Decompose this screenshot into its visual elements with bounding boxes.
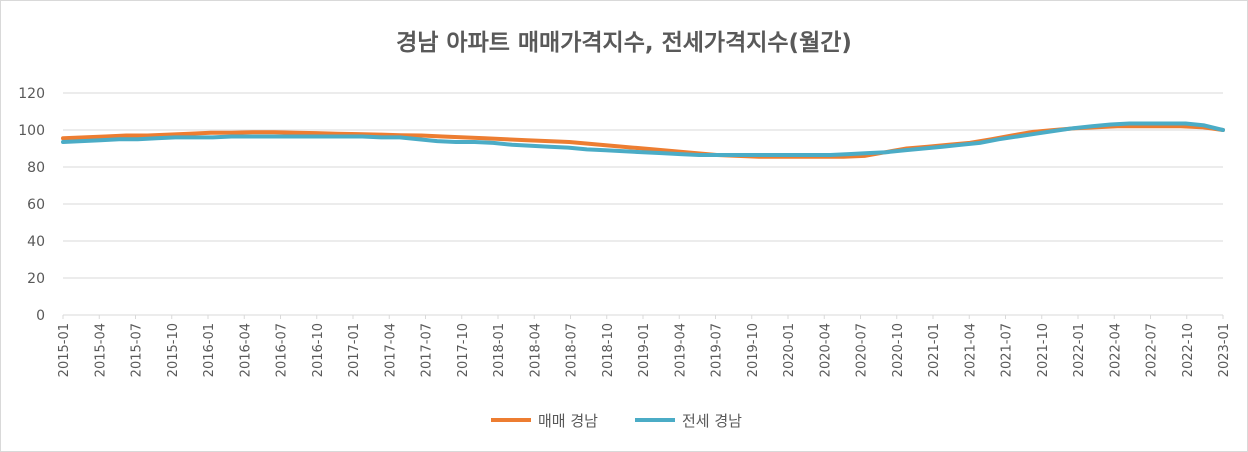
- x-tick-label: 2016-01: [202, 323, 217, 377]
- x-tick-label: 2022-04: [1108, 323, 1123, 377]
- x-tick-label: 2019-07: [710, 323, 725, 377]
- x-tick-label: 2023-01: [1217, 323, 1232, 377]
- x-tick-label: 2017-04: [383, 323, 398, 377]
- x-tick-label: 2016-10: [311, 323, 326, 377]
- x-tick-label: 2022-01: [1072, 323, 1087, 377]
- x-tick-label: 2016-07: [275, 323, 290, 377]
- x-tick-label: 2020-04: [818, 323, 833, 377]
- x-tick-label: 2020-07: [855, 323, 870, 377]
- x-tick-label: 2015-07: [130, 323, 145, 377]
- x-tick-label: 2017-10: [456, 323, 471, 377]
- x-tick-label: 2019-10: [746, 323, 761, 377]
- x-tick-label: 2020-10: [891, 323, 906, 377]
- y-tick-label: 100: [18, 123, 45, 139]
- x-tick-label: 2015-04: [93, 323, 108, 377]
- series-line-1: [61, 124, 1225, 159]
- x-tick-label: 2022-10: [1181, 323, 1196, 377]
- x-tick-label: 2021-01: [927, 323, 942, 377]
- series-line-2: [61, 121, 1225, 157]
- x-tick-label: 2021-10: [1036, 323, 1051, 377]
- y-tick-label: 120: [18, 86, 45, 102]
- x-tick-label: 2018-04: [528, 323, 543, 377]
- y-tick-label: 0: [36, 308, 45, 324]
- y-tick-label: 80: [27, 160, 45, 176]
- y-tick-label: 20: [27, 271, 45, 287]
- x-tick-label: 2018-01: [492, 323, 507, 377]
- x-tick-label: 2015-01: [57, 323, 72, 377]
- x-tick-label: 2021-04: [963, 323, 978, 377]
- y-tick-label: 60: [27, 197, 45, 213]
- x-tick-label: 2019-04: [673, 323, 688, 377]
- x-tick-label: 2018-10: [601, 323, 616, 377]
- x-tick-label: 2016-04: [238, 323, 253, 377]
- x-tick-label: 2019-01: [637, 323, 652, 377]
- y-tick-label: 40: [27, 234, 45, 250]
- legend-label-2: 전세 경남: [682, 412, 742, 430]
- x-tick-label: 2018-07: [565, 323, 580, 377]
- x-tick-label: 2022-07: [1145, 323, 1160, 377]
- x-tick-label: 2021-07: [1000, 323, 1015, 377]
- x-tick-label: 2015-10: [166, 323, 181, 377]
- x-tick-label: 2020-01: [782, 323, 797, 377]
- chart-title: 경남 아파트 매매가격지수, 전세가격지수(월간): [396, 30, 852, 56]
- x-tick-label: 2017-07: [420, 323, 435, 377]
- legend-label-1: 매매 경남: [538, 412, 598, 430]
- x-tick-label: 2017-01: [347, 323, 362, 377]
